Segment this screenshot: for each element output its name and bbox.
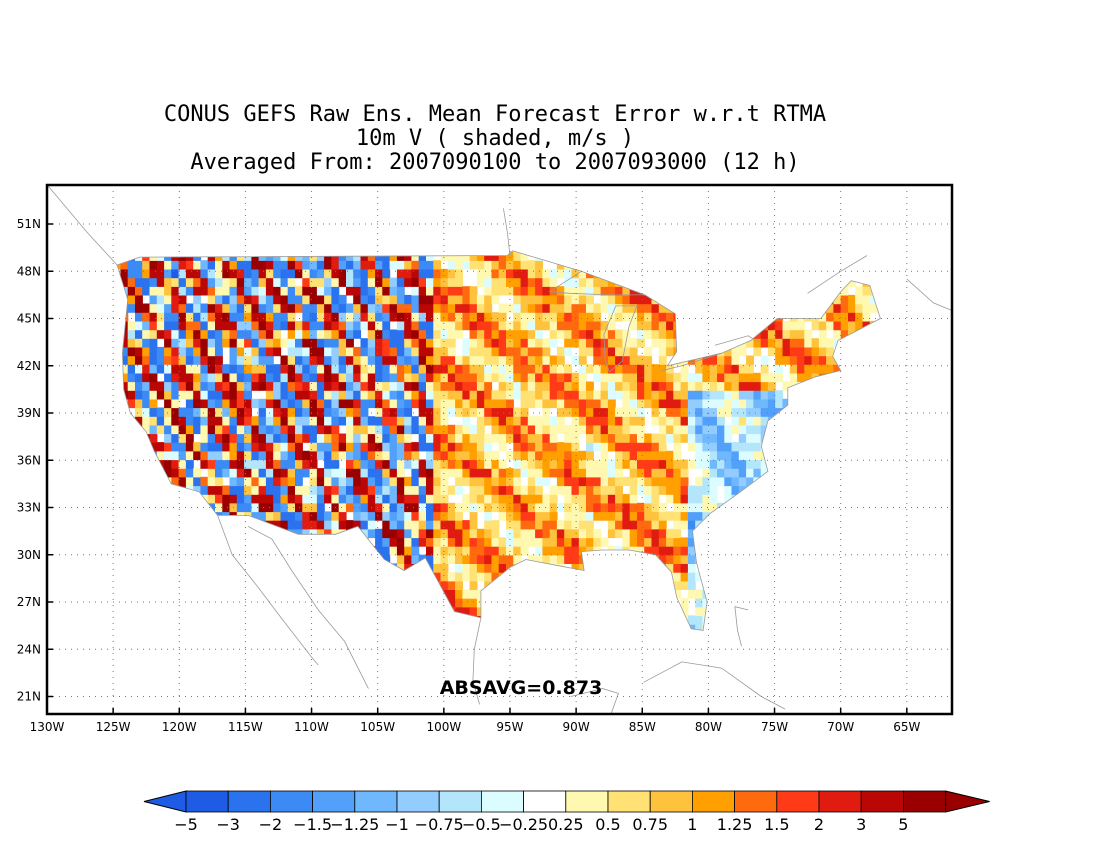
colorbar-label: −2 <box>259 815 283 834</box>
map-frame <box>45 183 954 716</box>
colorbar-label: 0.75 <box>632 815 668 834</box>
coastline-segment <box>662 352 722 371</box>
lon-tick-label: 65W <box>893 720 920 734</box>
colorbar-label: −0.25 <box>499 815 548 834</box>
coastline-segment <box>47 185 118 266</box>
chart-title-line-1: CONUS GEFS Raw Ens. Mean Forecast Error … <box>163 102 827 127</box>
lon-tick-label: 90W <box>563 720 590 734</box>
lon-tick-label: 130W <box>30 720 65 734</box>
coastline-segment <box>217 515 319 666</box>
lat-tick-label: 39N <box>17 406 41 420</box>
colorbar-label: −5 <box>174 815 198 834</box>
colorbar-swatch <box>269 790 313 813</box>
lon-tick-label: 95W <box>496 720 523 734</box>
colorbar-label: 0.25 <box>548 815 584 834</box>
colorbar-label: 1.25 <box>717 815 753 834</box>
lat-tick-label: 48N <box>17 264 41 278</box>
lat-tick-label: 33N <box>17 501 41 515</box>
colorbar-label: −1 <box>385 815 409 834</box>
coastline-segment <box>503 208 511 256</box>
lon-tick-label: 125W <box>96 720 131 734</box>
colorbar-over-arrow <box>945 790 990 813</box>
lat-tick-label: 45N <box>17 312 41 326</box>
colorbar-swatch <box>565 790 609 813</box>
absavg-label: ABSAVG=0.873 <box>440 677 603 699</box>
colorbar-swatch <box>903 790 947 813</box>
coastline-segment <box>603 305 638 373</box>
lon-tick-label: 100W <box>426 720 461 734</box>
coastline-segment <box>247 526 369 689</box>
lat-tick-label: 36N <box>17 453 41 467</box>
lat-tick-label: 21N <box>17 690 41 704</box>
colorbar-under-arrow <box>143 790 187 813</box>
colorbar-swatch <box>227 790 271 813</box>
colorbar-swatch <box>396 790 440 813</box>
lat-tick-label: 42N <box>17 359 41 373</box>
colorbar-label: 2 <box>814 815 824 834</box>
colorbar-label: −3 <box>216 815 240 834</box>
colorbar-swatch <box>860 790 904 813</box>
lat-tick-label: 30N <box>17 548 41 562</box>
colorbar-swatch <box>818 790 862 813</box>
colorbar-swatch <box>312 790 356 813</box>
chart-title-line-3: Averaged From: 2007090100 to 2007093000 … <box>190 150 800 175</box>
colorbar-label: −1.5 <box>293 815 332 834</box>
conus-coastline <box>116 250 881 631</box>
lat-tick-label: 51N <box>17 217 41 231</box>
coastline-segment <box>807 255 868 294</box>
lon-tick-label: 80W <box>695 720 722 734</box>
colorbar-swatch <box>692 790 736 813</box>
lat-tick-label: 27N <box>17 595 41 609</box>
coastline-segment <box>734 606 749 647</box>
colorbar-swatch <box>649 790 693 813</box>
colorbar-swatch <box>523 790 567 813</box>
lon-tick-label: 115W <box>228 720 263 734</box>
lon-tick-label: 70W <box>827 720 854 734</box>
coastline-layer <box>47 185 952 714</box>
colorbar-label: −0.75 <box>415 815 464 834</box>
colorbar-swatch <box>354 790 398 813</box>
lat-tick-label: 24N <box>17 642 41 656</box>
error-field-cells <box>117 250 881 631</box>
coastline-segment <box>643 661 786 710</box>
error-field-layer <box>117 250 881 631</box>
colorbar-swatch <box>734 790 778 813</box>
colorbar-swatch <box>480 790 524 813</box>
colorbar-label: −0.5 <box>462 815 501 834</box>
lon-tick-label: 105W <box>360 720 395 734</box>
colorbar-label: 0.5 <box>595 815 620 834</box>
longitude-axis: 130W 125W 120W 115W 110W 105W 100W 95W 90W 85W 80W… <box>30 708 921 734</box>
coastline-segment <box>570 688 619 714</box>
colorbar-swatch <box>185 790 229 813</box>
colorbar-swatch <box>607 790 651 813</box>
colorbar-label: −1.25 <box>330 815 379 834</box>
colorbar-swatch <box>776 790 820 813</box>
coastline-segment <box>472 617 482 705</box>
lon-tick-label: 110W <box>294 720 329 734</box>
colorbar-label: 5 <box>898 815 908 834</box>
coastline-segment <box>906 278 952 312</box>
lon-tick-label: 85W <box>629 720 656 734</box>
coastline-segment <box>714 335 759 346</box>
lon-tick-label: 120W <box>162 720 197 734</box>
colorbar-label: 1 <box>687 815 697 834</box>
lon-tick-label: 75W <box>761 720 788 734</box>
gridlines <box>47 185 952 714</box>
colorbar-label: 1.5 <box>764 815 789 834</box>
coastline-segment <box>548 270 645 296</box>
colorbar: −5 −3 −2 −1.5−1.25 −1 −0.75−0.5−0.25 0.25 0.5 0.… <box>143 790 990 834</box>
colorbar-label: 3 <box>856 815 866 834</box>
latitude-axis: 51N 48N 45N 42N 39N 36N 33N 30N 27N 24N 21N <box>17 217 53 704</box>
colorbar-swatch <box>438 790 482 813</box>
chart-title-line-2: 10m V ( shaded, m/s ) <box>355 126 635 151</box>
